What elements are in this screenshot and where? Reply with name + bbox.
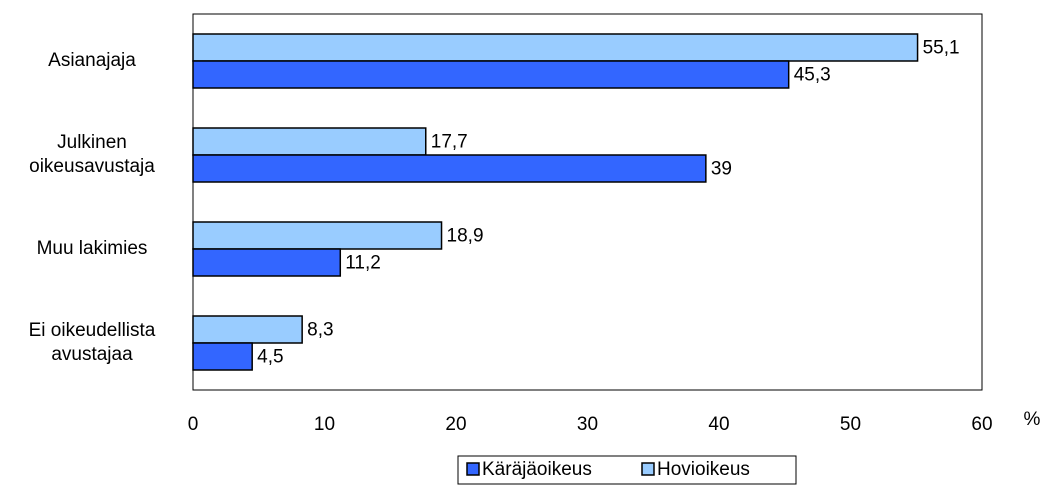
x-tick-label: 0 — [188, 414, 199, 435]
y-tick-label: Ei oikeudellista avustajaa — [28, 320, 156, 365]
bar — [192, 221, 443, 250]
x-axis-label: % — [1024, 409, 1041, 430]
legend-swatch — [641, 462, 655, 476]
data-label: 39 — [711, 159, 732, 180]
y-tick-label: Muu lakimies — [36, 238, 148, 259]
legend-swatch — [466, 462, 480, 476]
x-tick-label: 30 — [577, 414, 598, 435]
data-label: 18,9 — [447, 226, 484, 247]
x-tick-label: 40 — [708, 414, 729, 435]
data-label: 55,1 — [923, 38, 960, 59]
legend-label: Hovioikeus — [657, 459, 750, 480]
data-label: 11,2 — [345, 253, 381, 274]
bar — [192, 154, 707, 183]
bar — [192, 315, 303, 344]
x-tick-label: 20 — [445, 414, 466, 435]
bar — [192, 60, 790, 89]
y-tick-label: Julkinen oikeusavustaja — [29, 132, 155, 177]
plot-frame — [192, 13, 983, 391]
data-label: 8,3 — [307, 320, 333, 341]
bar — [192, 127, 427, 156]
data-label: 4,5 — [257, 347, 283, 368]
x-tick-label: 60 — [971, 414, 992, 435]
data-label: 45,3 — [794, 65, 831, 86]
y-tick-label: Asianajaja — [48, 50, 136, 71]
bar — [192, 248, 342, 277]
legend-box — [457, 455, 797, 485]
data-label: 17,7 — [431, 132, 468, 153]
x-tick-label: 50 — [840, 414, 861, 435]
bar — [192, 33, 919, 62]
x-tick-label: 10 — [314, 414, 335, 435]
legend-label: Käräjäoikeus — [482, 459, 592, 480]
bar — [192, 342, 253, 371]
